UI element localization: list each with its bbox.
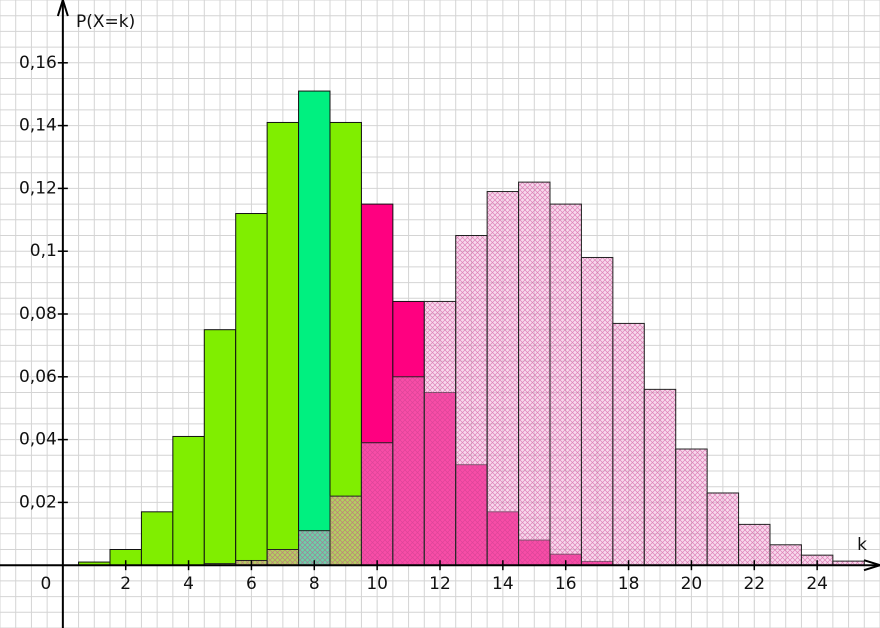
bar (455, 235, 488, 566)
bar (140, 511, 174, 566)
bar (266, 121, 300, 566)
y-tick-label: 0,12 (19, 178, 57, 198)
bar (203, 329, 237, 566)
x-tick-label: 16 (555, 574, 577, 594)
y-tick-label: 0,16 (19, 53, 57, 73)
y-tick-label: 0,08 (19, 304, 57, 324)
bar (392, 376, 425, 566)
x-tick-label: 0 (40, 574, 51, 594)
y-tick-label: 0,06 (19, 367, 57, 387)
bar (643, 388, 677, 566)
bar (172, 435, 205, 566)
y-axis-arrow (56, 0, 69, 17)
bar (298, 90, 331, 566)
bar (518, 181, 551, 566)
bar (266, 549, 300, 566)
bar (769, 544, 802, 566)
y-axis-label: P(X=k) (76, 12, 135, 32)
x-tick-label: 12 (429, 574, 451, 594)
y-tick-label: 0,02 (19, 492, 57, 512)
x-tick-label: 6 (246, 574, 257, 594)
x-tick-label: 4 (183, 574, 194, 594)
x-tick-label: 2 (120, 574, 131, 594)
bar (675, 448, 708, 566)
bar (486, 191, 520, 566)
x-tick-label: 20 (681, 574, 703, 594)
x-axis-arrow (863, 559, 880, 572)
x-tick-label: 8 (309, 574, 320, 594)
y-tick-label: 0,1 (30, 241, 57, 261)
bar (423, 300, 457, 566)
bar (549, 203, 582, 566)
y-tick-label: 0,04 (19, 430, 57, 450)
x-tick-label: 22 (743, 574, 765, 594)
bar (706, 492, 740, 566)
bar (360, 442, 394, 566)
x-tick-label: 18 (618, 574, 640, 594)
bar (329, 495, 362, 566)
y-tick-label: 0,14 (19, 116, 57, 136)
bar (580, 256, 614, 566)
bar (235, 213, 268, 566)
bar (298, 530, 331, 566)
x-tick-label: 14 (492, 574, 514, 594)
bar (612, 322, 645, 566)
x-tick-label: 24 (806, 574, 828, 594)
bar (738, 523, 771, 566)
x-axis-label: k (857, 535, 867, 555)
x-tick-label: 10 (366, 574, 388, 594)
